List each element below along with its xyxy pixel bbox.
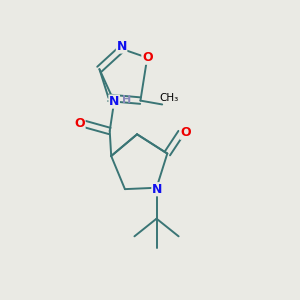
Text: O: O (142, 51, 152, 64)
Text: N: N (109, 95, 119, 108)
Text: O: O (180, 126, 191, 139)
Text: N: N (116, 40, 127, 53)
Text: CH₃: CH₃ (159, 93, 178, 103)
Text: H: H (122, 95, 131, 105)
Text: O: O (74, 117, 85, 130)
Text: N: N (152, 183, 162, 196)
